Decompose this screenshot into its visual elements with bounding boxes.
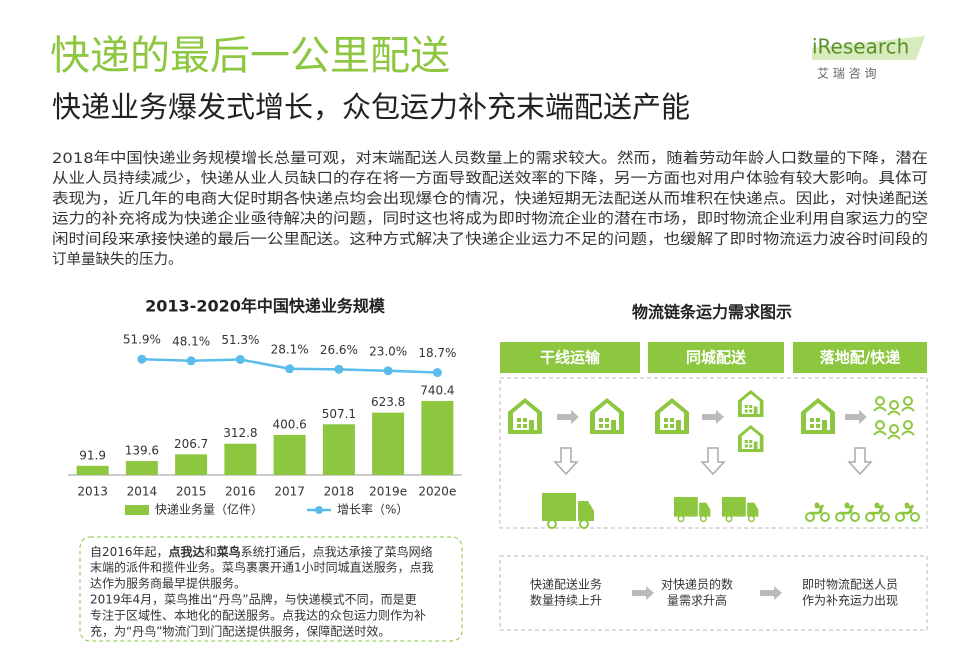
growth-dot xyxy=(137,354,147,364)
bar-label: 740.4 xyxy=(420,383,454,397)
growth-label: 26.6% xyxy=(320,343,358,357)
growth-label: 51.9% xyxy=(123,333,161,347)
stage-label: 干线运输 xyxy=(540,349,601,367)
note-line: 末端的派件和揽件业务。菜鸟裹裹开通1小时同城直送服务，点我 xyxy=(90,560,434,575)
x-tick-label: 2017 xyxy=(274,485,305,499)
bar-label: 91.9 xyxy=(79,448,106,462)
growth-label: 18.7% xyxy=(418,346,456,360)
diagram-box xyxy=(499,377,928,529)
bar xyxy=(322,424,355,475)
bar xyxy=(372,412,405,475)
paragraph-line: 订单量缺失的压力。 xyxy=(52,251,183,268)
bar xyxy=(224,443,257,475)
growth-dot xyxy=(285,364,295,374)
legend-swatch xyxy=(125,505,149,515)
legend-label: 快递业务量（亿件） xyxy=(155,502,263,517)
bar xyxy=(175,454,208,475)
stage-header xyxy=(500,342,640,373)
paragraph-line: 从业人员持续减少，快递从业人员缺口的存在将一方面导致配送效率的下降，另一方面也对… xyxy=(52,169,928,187)
note-box xyxy=(79,536,463,642)
growth-dot xyxy=(432,368,442,378)
logo: iResearch xyxy=(812,35,909,59)
paragraph-line: 表现为，近几年的电商大促时期各快递点均会出现爆仓的情况，快递短期无法配送从而堆积… xyxy=(52,190,929,207)
effect-label: 快递配送业务 xyxy=(530,577,602,592)
note-line: 自2016年起，点我达和菜鸟系统打通后，点我达承接了菜鸟网络 xyxy=(90,544,433,559)
effect-label: 对快递员的数 xyxy=(661,577,733,592)
note: 末端的派件和揽件业务。菜鸟裹裹开通1小时同城直送服务，点我达作为服务商最早提供服… xyxy=(90,560,434,639)
page-subtitle: 快递业务爆发式增长，众包运力补充末端配送产能 xyxy=(52,90,690,124)
stage-label: 落地配/快递 xyxy=(820,349,900,367)
bar-label: 139.6 xyxy=(125,444,159,458)
legend-swatch-dot xyxy=(315,506,323,514)
effect-label: 即时物流配送人员 xyxy=(802,577,898,592)
effect-label: 作为补充运力出现 xyxy=(802,593,898,608)
paragraph-line: 运力的补充将成为快递企业亟待解决的问题，同时这也将成为即时物流企业的潜在市场，即… xyxy=(52,210,928,228)
note-line: 达作为服务商最早提供服务。 xyxy=(90,576,246,591)
x-tick-label: 2015 xyxy=(176,485,207,499)
note-line: 充，为“丹鸟”物流门到门配送提供服务，保障配送时效。 xyxy=(90,624,390,639)
note-line: 2019年4月，菜鸟推出“丹鸟”品牌，与快递模式不同，而是更 xyxy=(90,592,417,607)
growth-dot xyxy=(235,354,245,364)
diagram-title: 物流链条运力需求图示 xyxy=(632,303,792,322)
paragraph-line: 闲时间段来承接快递的最后一公里配送。这种方式解决了快递企业运力不足的问题，也缓解… xyxy=(52,230,928,248)
page-title: 快递的最后一公里配送 xyxy=(50,33,450,79)
effect-label: 数量持续上升 xyxy=(530,593,602,608)
chart: 2013 2014 2015 2016 2017 2018 2019e 2020e 91.9 13… xyxy=(68,333,462,517)
bar xyxy=(421,400,454,475)
stage-header xyxy=(793,342,927,373)
paragraph: 2018年中国快递业务规模增长总量可观，对末端配送人员数量上的需求较大。然而，随… xyxy=(52,149,929,268)
icons xyxy=(508,390,921,600)
growth-dot xyxy=(334,364,344,374)
growth-label: 23.0% xyxy=(369,344,407,358)
x-tick-label: 2013 xyxy=(77,485,108,499)
logo-sub: 艾 瑞 咨 询 xyxy=(817,66,876,81)
effect-label: 量需求升高 xyxy=(667,593,727,608)
bar-label: 507.1 xyxy=(322,407,356,421)
x-tick-label: 2020e xyxy=(418,485,456,499)
bar xyxy=(273,434,306,475)
effects-box xyxy=(499,555,928,631)
growth-label: 28.1% xyxy=(271,342,309,356)
x-tick-label: 2018 xyxy=(324,485,355,499)
note-line: 专注于区域性、本地化的配送服务。点我达的众包运力则作为补 xyxy=(90,608,426,623)
stage-header xyxy=(648,342,784,373)
x-tick-label: 2016 xyxy=(225,485,256,499)
growth-dot xyxy=(383,366,393,376)
x-tick-label: 2019e xyxy=(369,485,407,499)
chart-title: 2013-2020年中国快递业务规模 xyxy=(145,297,386,316)
logo-shape xyxy=(812,36,925,60)
x-tick-label: 2014 xyxy=(127,485,158,499)
bar-label: 623.8 xyxy=(371,395,405,409)
paragraph-line: 2018年中国快递业务规模增长总量可观，对末端配送人员数量上的需求较大。然而，随… xyxy=(52,149,928,167)
bar-label: 400.6 xyxy=(272,417,306,431)
legend-label: 增长率（%） xyxy=(337,502,408,517)
growth-dot xyxy=(186,356,196,366)
growth-label: 51.3% xyxy=(221,333,259,347)
growth-label: 48.1% xyxy=(172,334,210,348)
bar xyxy=(76,465,109,475)
stage-label: 同城配送 xyxy=(686,349,747,367)
bar-label: 206.7 xyxy=(174,437,208,451)
bar-label: 312.8 xyxy=(223,426,257,440)
bar xyxy=(125,461,158,475)
